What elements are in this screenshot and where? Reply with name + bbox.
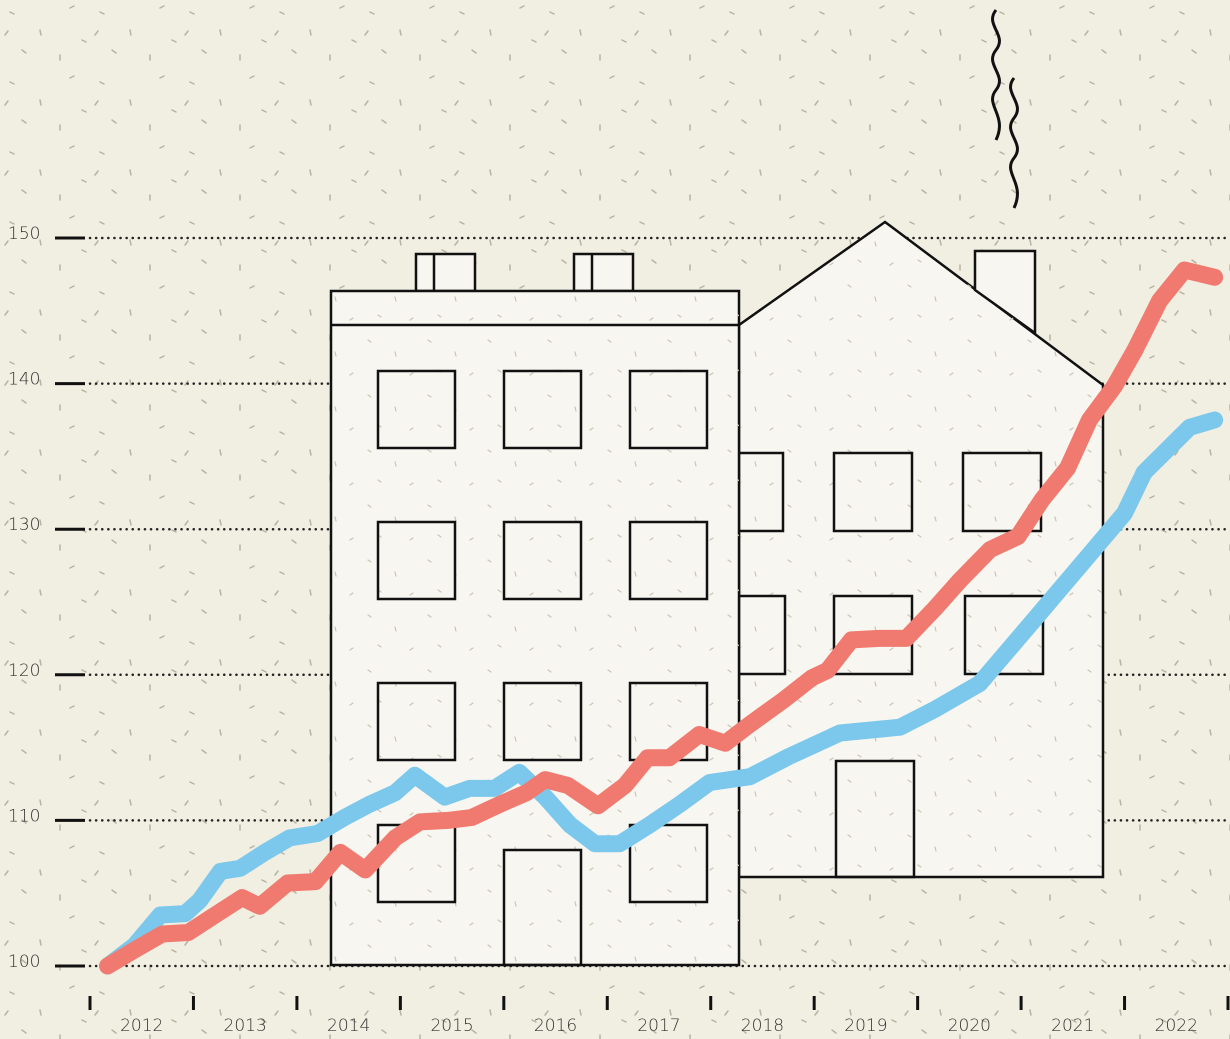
- x-tick-label: 2014: [327, 1016, 370, 1036]
- x-tick-label: 2022: [1155, 1016, 1198, 1036]
- x-tick-label: 2017: [637, 1016, 680, 1036]
- x-tick-label: 2018: [741, 1016, 784, 1036]
- x-tick-label: 2016: [534, 1016, 577, 1036]
- y-tick-label: 110: [8, 806, 40, 826]
- y-tick-label: 150: [8, 224, 40, 244]
- x-tick-label: 2015: [430, 1016, 473, 1036]
- chimney: [416, 254, 475, 291]
- x-tick-label: 2012: [120, 1016, 163, 1036]
- x-tick-label: 2021: [1051, 1016, 1094, 1036]
- x-tick-label: 2020: [948, 1016, 991, 1036]
- y-tick-label: 130: [8, 515, 40, 535]
- y-tick-label: 140: [8, 370, 40, 390]
- texture: [331, 291, 739, 965]
- x-tick-label: 2013: [224, 1016, 267, 1036]
- page: 100 110 120 130 140 150 2012 2013 2014 2015 2016 20…: [0, 0, 1230, 1039]
- y-tick-label: 120: [8, 661, 40, 681]
- y-tick-label: 100: [8, 952, 40, 972]
- chart: 100 110 120 130 140 150 2012 2013 2014 2015 2016 20…: [0, 0, 1230, 1039]
- chimney: [574, 254, 633, 291]
- x-tick-label: 2019: [844, 1016, 887, 1036]
